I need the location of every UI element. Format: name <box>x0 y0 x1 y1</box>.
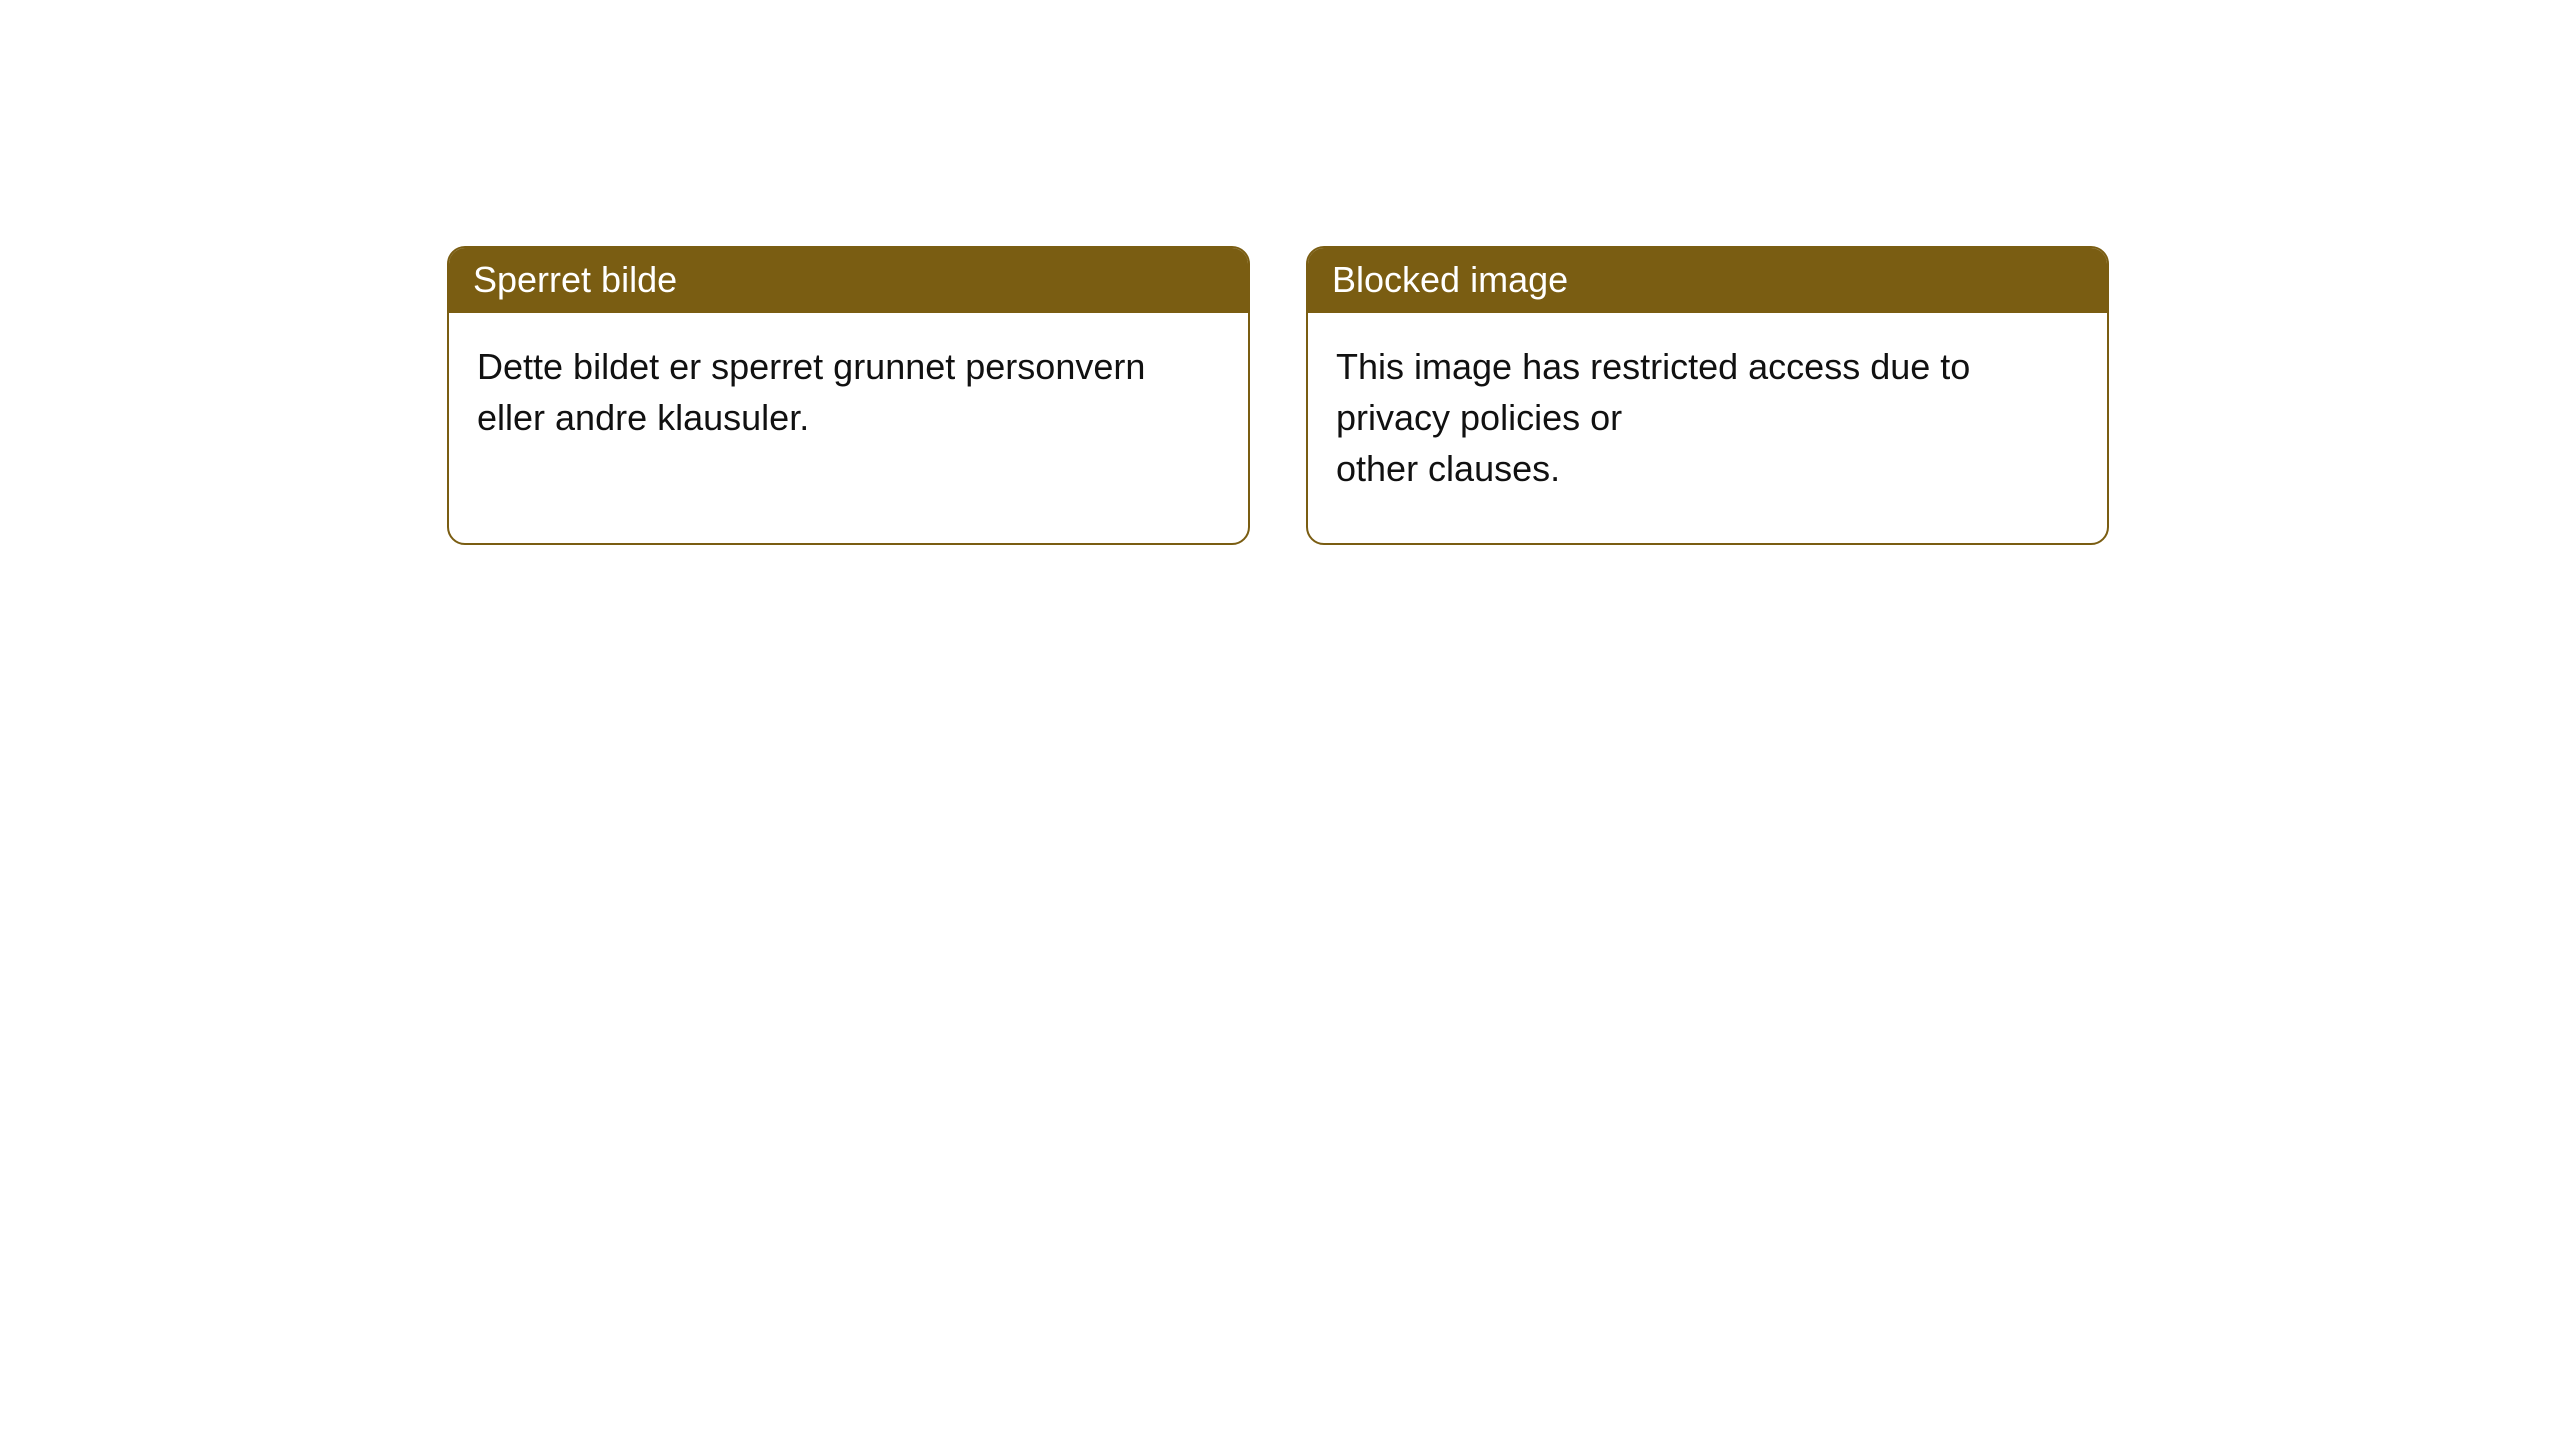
notice-header-norwegian: Sperret bilde <box>449 248 1248 313</box>
notice-body-english: This image has restricted access due to … <box>1308 313 2107 543</box>
notice-header-english: Blocked image <box>1308 248 2107 313</box>
notice-body-norwegian: Dette bildet er sperret grunnet personve… <box>449 313 1248 543</box>
notice-box-english: Blocked image This image has restricted … <box>1306 246 2109 545</box>
notice-box-norwegian: Sperret bilde Dette bildet er sperret gr… <box>447 246 1250 545</box>
notice-container: Sperret bilde Dette bildet er sperret gr… <box>0 0 2560 545</box>
